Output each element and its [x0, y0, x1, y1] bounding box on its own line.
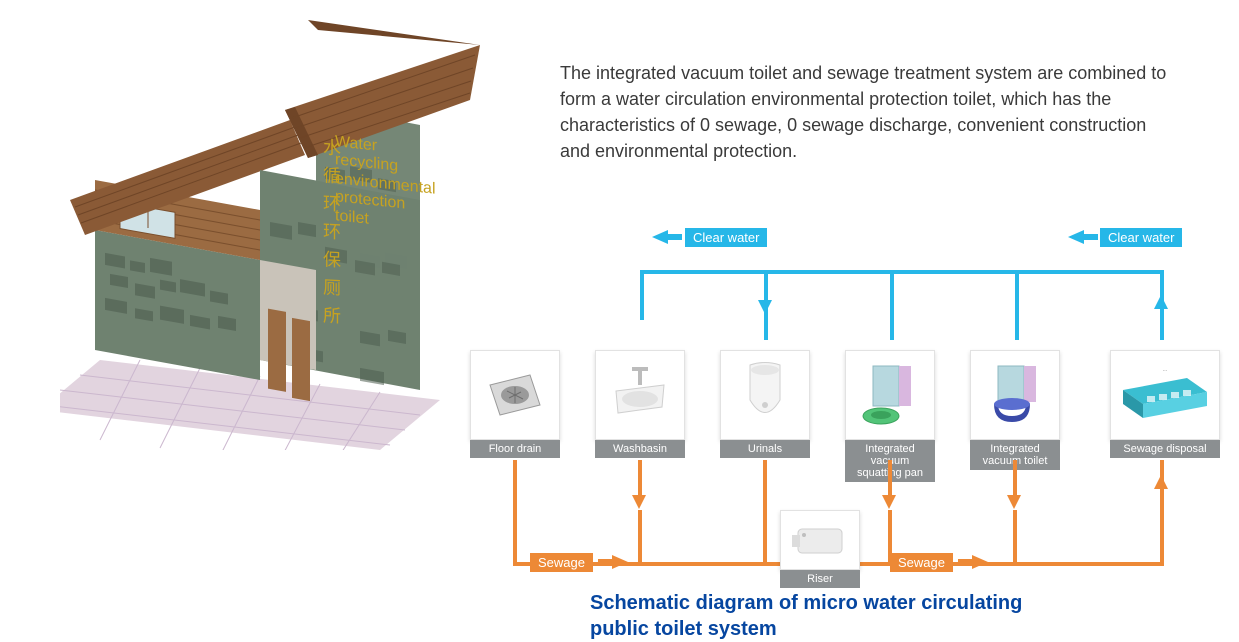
pipe-sew-drop-drain — [513, 460, 517, 562]
clear-water-label-left: Clear water — [685, 228, 767, 247]
node-urinals: Urinals — [720, 350, 810, 458]
node-sewage-disposal-label: Sewage disposal — [1110, 440, 1220, 458]
pipe-sew-drop-toilet — [1013, 460, 1017, 500]
arrow-sew-down-squat-icon — [882, 495, 896, 509]
arrow-clear-left-1-icon — [652, 230, 668, 244]
diagram-caption: Schematic diagram of micro water circula… — [590, 590, 1040, 642]
floor-drain-icon — [470, 350, 560, 440]
description-text: The integrated vacuum toilet and sewage … — [560, 60, 1180, 164]
pipe-sew-short-3 — [1013, 510, 1017, 562]
pipe-clear-bus — [640, 270, 1160, 274]
arrow-clear-up-icon — [1154, 295, 1168, 309]
arrow-clear-left-2-icon — [1068, 230, 1084, 244]
riser-icon — [780, 510, 860, 570]
arrow-sew-right-2-icon — [972, 555, 988, 569]
svg-text:···: ··· — [1163, 368, 1168, 374]
arrow-sew-right-1-icon — [612, 555, 628, 569]
arrow-clear-left-2-stem — [1084, 234, 1098, 240]
node-riser: Riser — [780, 510, 860, 588]
sewage-plant-icon: ··· — [1110, 350, 1220, 440]
node-sewage-disposal: ··· Sewage disposal — [1110, 350, 1220, 458]
node-urinals-label: Urinals — [720, 440, 810, 458]
arrow-sew-right-2-stem — [958, 559, 972, 565]
arrow-sew-right-1-stem — [598, 559, 612, 565]
node-floor-drain: Floor drain — [470, 350, 560, 458]
sewage-label-left: Sewage — [530, 553, 593, 572]
node-riser-label: Riser — [780, 570, 860, 588]
node-washbasin: Washbasin — [595, 350, 685, 458]
pipe-sew-drop-squat — [888, 460, 892, 500]
pipe-clear-drop-washbasin — [640, 270, 644, 320]
toilet-icon — [970, 350, 1060, 440]
arrow-sew-up-disposal-icon — [1154, 475, 1168, 489]
clear-water-label-right: Clear water — [1100, 228, 1182, 247]
arrow-sew-down-toilet-icon — [1007, 495, 1021, 509]
urinal-icon — [720, 350, 810, 440]
flow-diagram: Clear water Clear water Floor drain Wash… — [460, 220, 1220, 620]
node-washbasin-label: Washbasin — [595, 440, 685, 458]
arrow-sew-down-basin-icon — [632, 495, 646, 509]
pipe-sew-drop-urinal — [763, 460, 767, 562]
arrow-clear-left-1-stem — [668, 234, 682, 240]
pipe-clear-drop-toilet — [1015, 270, 1019, 340]
node-vac-toilet: Integrated vacuum toilet — [970, 350, 1060, 470]
washbasin-icon — [595, 350, 685, 440]
building-label-en: Water recycling environmental protection… — [335, 133, 465, 239]
arrow-clear-down-icon — [758, 300, 772, 314]
pipe-sew-short-1 — [638, 510, 642, 562]
pipe-clear-drop-squat — [890, 270, 894, 340]
squat-icon — [845, 350, 935, 440]
node-floor-drain-label: Floor drain — [470, 440, 560, 458]
pipe-sew-drop-basin — [638, 460, 642, 500]
sewage-label-right: Sewage — [890, 553, 953, 572]
